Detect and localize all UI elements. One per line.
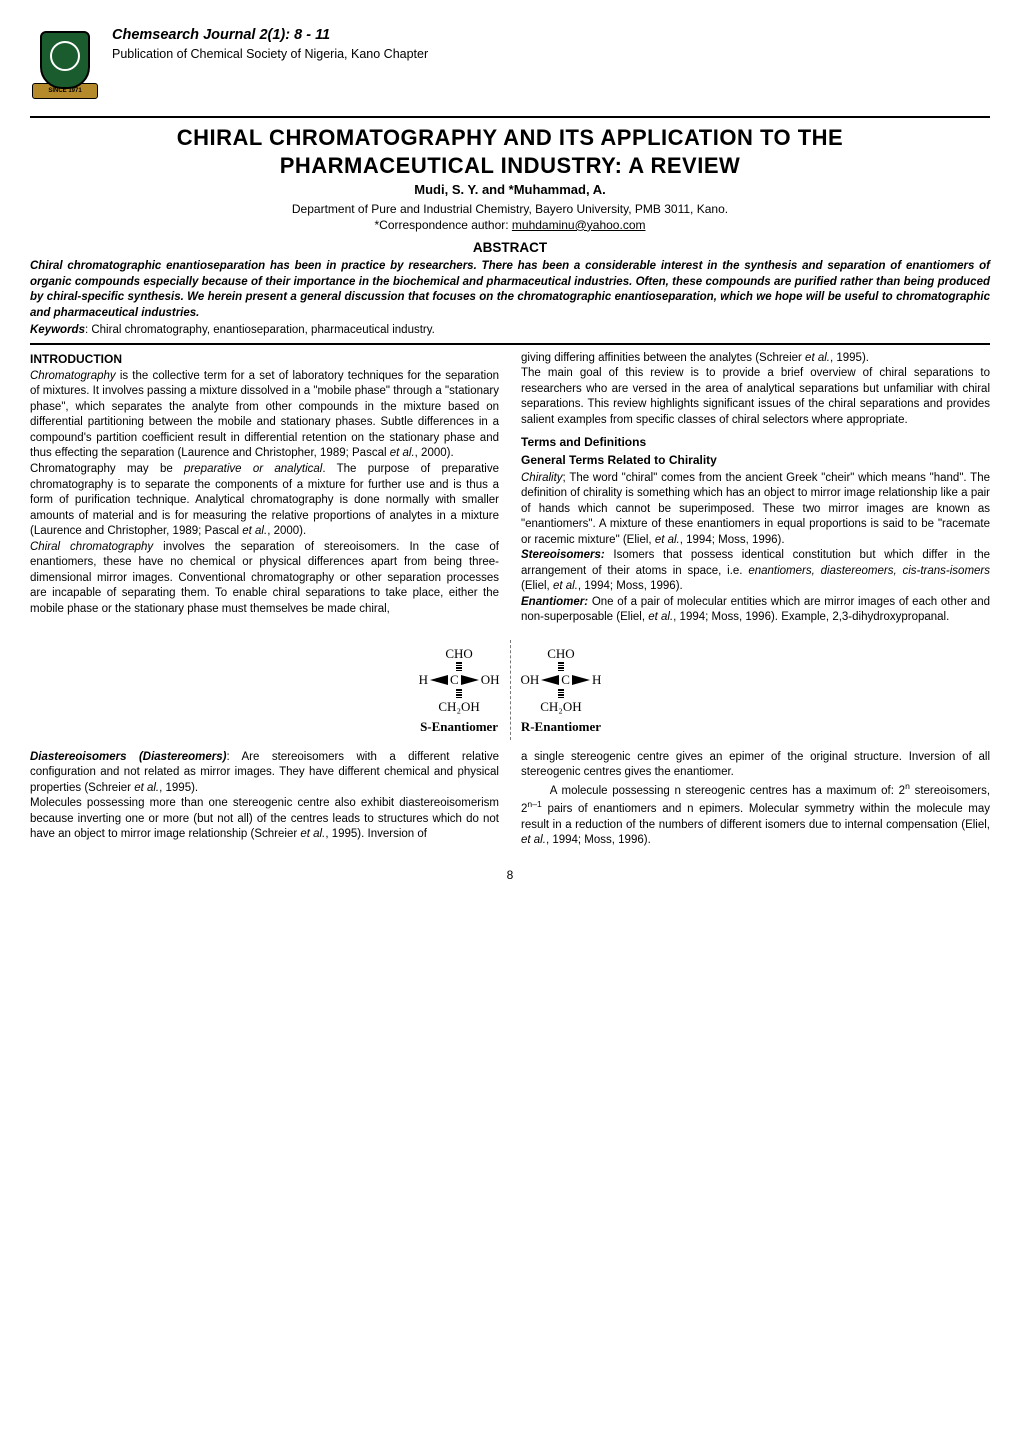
intro-p1-tail: , 2000). [415,447,454,459]
c2b-e: , 1994; Moss, 1996). [546,834,651,846]
enantiomer-paragraph: Enantiomer: One of a pair of molecular e… [521,595,990,626]
terms-heading: Terms and Definitions [521,434,990,450]
keywords-text: Chiral chromatography, enantioseparation… [91,324,434,336]
article-title-line1: CHIRAL CHROMATOGRAPHY AND ITS APPLICATIO… [177,125,844,150]
stereoisomers-paragraph: Stereoisomers: Isomers that possess iden… [521,548,990,595]
fig-oh-r: OH [521,671,540,689]
journal-header: SINCE 1971 Chemsearch Journal 2(1): 8 - … [30,20,990,110]
intro-p2-e: , 2000). [267,525,306,537]
article-title-line2: PHARMACEUTICAL INDUSTRY: A REVIEW [280,153,741,178]
dash-icon [456,662,462,671]
intro-paragraph-2: Chromatography may be preparative or ana… [30,462,499,540]
molecules-paragraph: Molecules possessing more than one stere… [30,796,499,843]
diastereoisomers-paragraph: Diastereoisomers (Diastereomers): Are st… [30,750,499,797]
s-enantiomer-label: S-Enantiomer [420,718,498,736]
r-enantiomer-label: R-Enantiomer [521,718,601,736]
intro-paragraph-3: Chiral chromatography involves the separ… [30,540,499,618]
abstract-heading: ABSTRACT [30,239,990,257]
keywords-label: Keywords [30,324,85,336]
term-diastereoisomers: Diastereoisomers (Diastereomers) [30,751,227,763]
journal-title: Chemsearch Journal 2(1): 8 - 11 [112,26,428,46]
wedge-left-icon [541,675,559,685]
etal-4: et al. [655,534,680,546]
col2b-paragraph-1: a single stereogenic centre gives an epi… [521,750,990,781]
page-number: 8 [30,867,990,883]
correspondence-email[interactable]: muhdaminu@yahoo.com [512,218,646,232]
fig-ch2oh-r: CH₂OH [540,698,581,716]
term-chirality: Chirality [521,472,563,484]
figure-divider [510,640,511,740]
journal-publisher: Publication of Chemical Society of Niger… [112,46,428,63]
body-columns-1: INTRODUCTION Chromatography is the colle… [30,351,990,626]
chirality-d: , 1994; Moss, 1996). [680,534,785,546]
col2-paragraph-2: The main goal of this review is to provi… [521,366,990,428]
enantiomer-figure: CHO H C OH CH₂OH S-Enantiomer CHO OH C H… [30,640,990,740]
diast-d: , 1995). [159,782,198,794]
stereo-types: enantiomers, diastereomers, cis-trans-is… [748,565,990,577]
wedge-left-icon [430,675,448,685]
mol-a: Molecules possessing more than one stere… [30,797,499,840]
enant-d: , 1994; Moss, 1996). Example, 2,3-dihydr… [673,611,949,623]
chirality-paragraph: Chirality; The word "chiral" comes from … [521,471,990,549]
etal-8: et al. [300,828,325,840]
article-title: CHIRAL CHROMATOGRAPHY AND ITS APPLICATIO… [30,124,990,179]
fig-cho-s: CHO [445,645,472,663]
etal-9: et al. [521,834,546,846]
etal-2: et al. [242,525,267,537]
sup-n1: n–1 [527,799,541,809]
col2b-paragraph-2: A molecule possessing n stereogenic cent… [521,781,990,849]
introduction-heading: INTRODUCTION [30,351,499,367]
fig-oh-s: OH [481,671,500,689]
intro-p2-a: Chromatography may be [30,463,184,475]
mol-c: , 1995). Inversion of [325,828,427,840]
wedge-right-icon [461,675,479,685]
s-enantiomer-structure: CHO H C OH CH₂OH S-Enantiomer [419,645,500,736]
general-terms-heading: General Terms Related to Chirality [521,452,990,468]
intro-paragraph-1: Chromatography is the collective term fo… [30,369,499,462]
etal-3: et al. [805,352,830,364]
authors: Mudi, S. Y. and *Muhammad, A. [30,181,990,199]
keywords-line: Keywords: Chiral chromatography, enantio… [30,323,990,339]
mid-rule [30,343,990,345]
term-enantiomer: Enantiomer: [521,596,588,608]
society-logo: SINCE 1971 [30,20,100,110]
c2b-a: A molecule possessing n stereogenic cent… [550,785,905,797]
term-chiral-chrom: Chiral chromatography [30,541,153,553]
etal-5: et al. [553,580,578,592]
fig-h-r: H [592,671,601,689]
term-prep-analytical: preparative or analytical [184,463,322,475]
affiliation: Department of Pure and Industrial Chemis… [30,201,990,217]
term-stereoisomers: Stereoisomers: [521,549,605,561]
top-rule [30,116,990,118]
fig-ch2oh-s: CH₂OH [438,698,479,716]
r-enantiomer-structure: CHO OH C H CH₂OH R-Enantiomer [521,645,602,736]
logo-shield [40,31,90,89]
col2-p1-c: , 1995). [830,352,869,364]
stereo-f: , 1994; Moss, 1996). [578,580,683,592]
etal-6: et al. [648,611,673,623]
dash-icon [558,689,564,698]
correspondence-label: *Correspondence author: [374,218,511,232]
correspondence: *Correspondence author: muhdaminu@yahoo.… [30,217,990,233]
term-chromatography: Chromatography [30,370,116,382]
body-columns-2: Diastereoisomers (Diastereomers): Are st… [30,750,990,849]
fig-c-r: C [561,671,570,689]
etal-7: et al. [134,782,159,794]
col2-p1-a: giving differing affinities between the … [521,352,805,364]
dash-icon [456,689,462,698]
stereo-d: (Eliel, [521,580,553,592]
etal-1: et al. [390,447,415,459]
dash-icon [558,662,564,671]
fig-cho-r: CHO [547,645,574,663]
journal-info: Chemsearch Journal 2(1): 8 - 11 Publicat… [112,20,428,62]
fig-c-s: C [450,671,459,689]
wedge-right-icon [572,675,590,685]
abstract-body: Chiral chromatographic enantioseparation… [30,259,990,321]
c2b-c: pairs of enantiomers and n epimers. Mole… [521,803,990,831]
fig-h-s: H [419,671,428,689]
col2-paragraph-1: giving differing affinities between the … [521,351,990,367]
